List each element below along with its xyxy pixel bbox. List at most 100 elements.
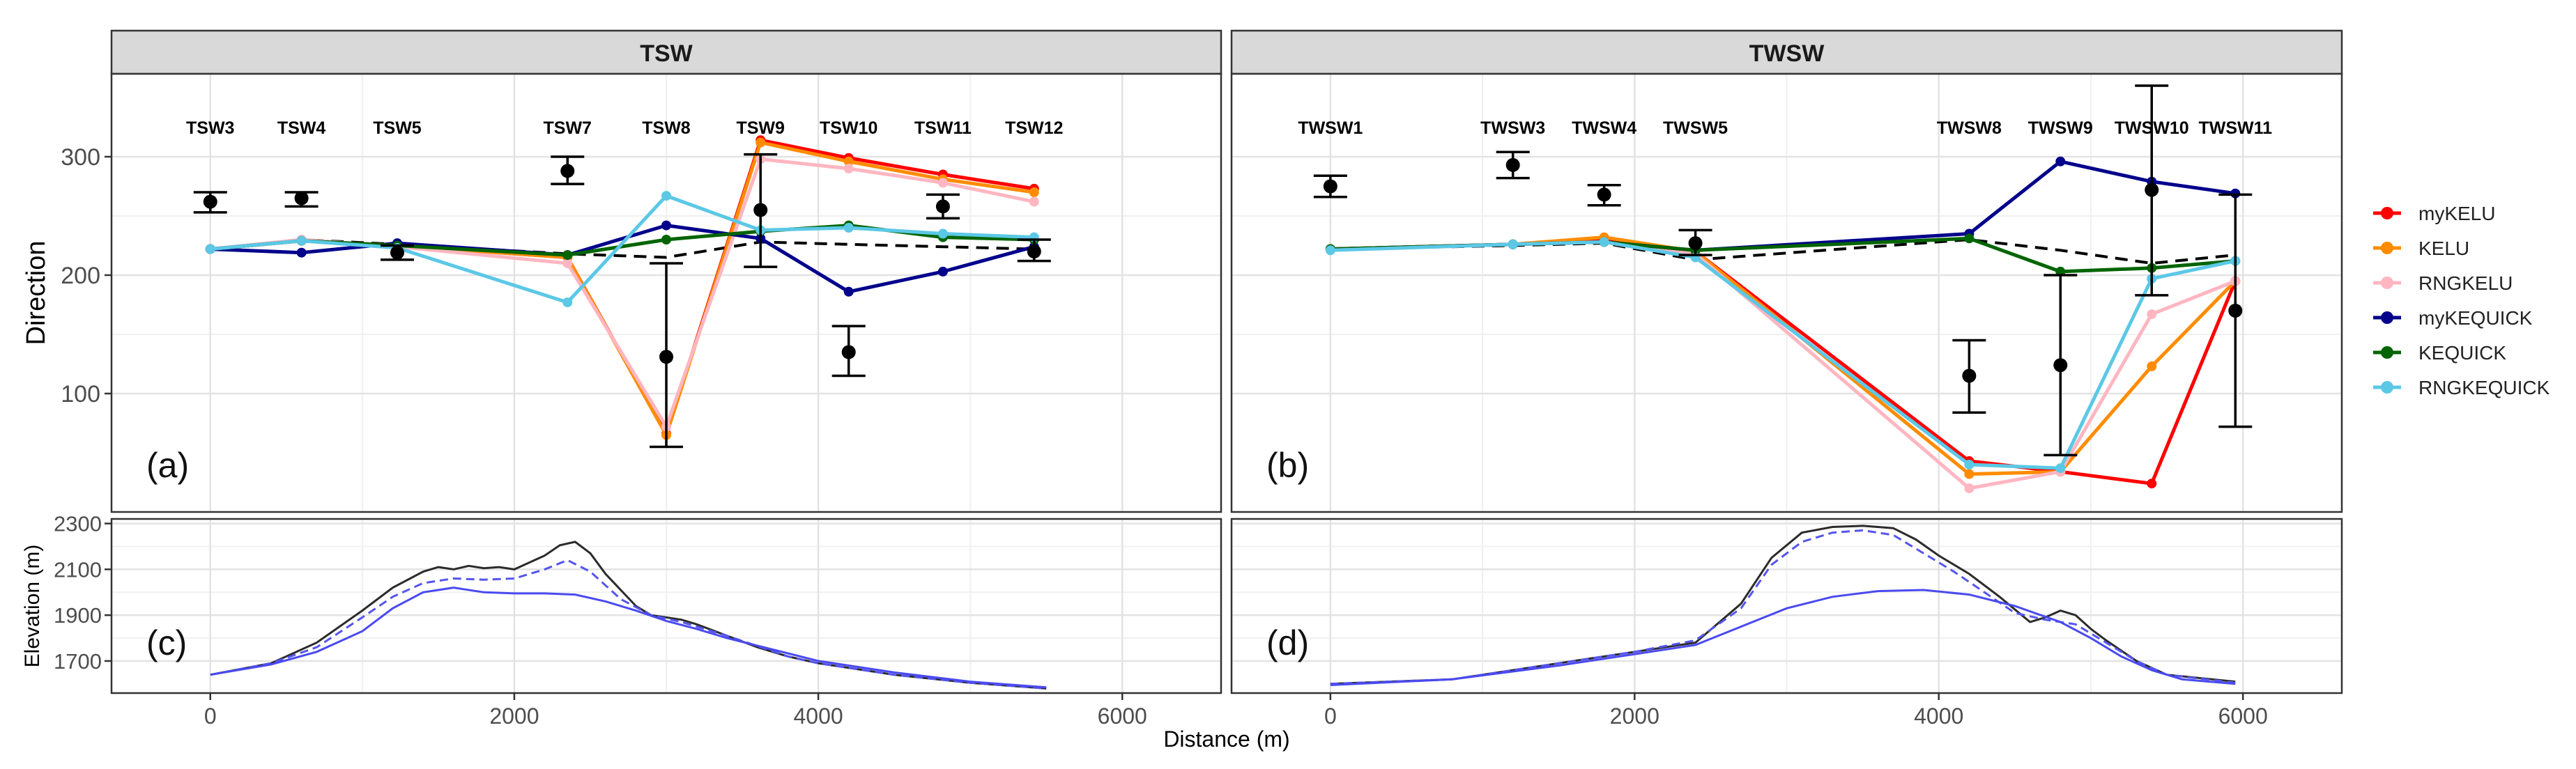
observation-point (2053, 358, 2068, 373)
series-point-mykequick (843, 286, 854, 297)
station-label: TWSW1 (1298, 118, 1363, 138)
station-label: TWSW11 (2198, 118, 2272, 138)
model-elevation-dashed-line (1330, 529, 2236, 685)
direction-panel-border (110, 72, 1222, 513)
y-axis-title: Elevation (m) (21, 545, 44, 668)
strip-label: TWSW (1749, 40, 1825, 67)
panel-tag: (d) (1266, 623, 1309, 662)
station-label: TSW3 (186, 118, 234, 138)
legend-label: myKELU (2418, 203, 2495, 224)
legend-key-point (2381, 277, 2393, 289)
legend-label: KELU (2418, 238, 2469, 259)
observation-point (753, 203, 768, 217)
observation-point (935, 199, 950, 214)
series-point-rngkelu (2147, 309, 2157, 320)
station-label: TSW7 (544, 118, 592, 138)
observation-point (294, 191, 309, 205)
station-label: TWSW4 (1572, 118, 1636, 138)
station-label: TSW5 (373, 118, 422, 138)
y-tick-label: 300 (61, 144, 100, 171)
observation-point (1323, 179, 1337, 194)
series-point-kelu (843, 156, 854, 166)
series-point-rngkelu (562, 258, 573, 268)
series-point-kequick (562, 250, 573, 261)
legend-key-point (2381, 207, 2393, 219)
series-point-rngkelu (1964, 483, 1975, 493)
y-tick-label: 2100 (54, 557, 102, 582)
y-tick-label: 1900 (54, 603, 102, 628)
x-tick-label: 4000 (793, 704, 843, 729)
station-label: TWSW8 (1937, 118, 2002, 138)
station-label: TSW8 (642, 118, 691, 138)
series-point-rngkelu (937, 178, 948, 188)
panel-tag: (a) (146, 446, 189, 485)
observation-point (659, 350, 673, 364)
series-point-kelu (1964, 469, 1975, 479)
observation-point (2228, 304, 2243, 318)
series-point-mykequick (2055, 156, 2066, 166)
y-tick-label: 200 (61, 263, 100, 289)
elevation-panel-border (110, 518, 1222, 694)
observation-point (1027, 244, 1041, 258)
series-point-rngkelu (1029, 196, 1039, 207)
observation-point (841, 345, 856, 359)
series-point-rngkelu (843, 164, 854, 173)
legend-key-point (2381, 242, 2393, 254)
station-label: TWSW5 (1663, 118, 1728, 138)
y-tick-label: 1700 (54, 649, 102, 674)
series-point-rngkequick (843, 223, 854, 233)
station-label: TSW10 (820, 118, 877, 138)
legend-label: myKEQUICK (2418, 307, 2533, 329)
x-tick-label: 2000 (489, 704, 539, 729)
x-tick-label: 0 (1324, 704, 1337, 729)
strip-label: TSW (640, 40, 693, 67)
x-tick-label: 6000 (1098, 704, 1147, 729)
panel-tag: (b) (1266, 446, 1309, 485)
series-point-rngkequick (1599, 237, 1609, 247)
observation-point (390, 245, 404, 260)
observation-point (1505, 157, 1520, 172)
series-point-kelu (1029, 187, 1039, 197)
series-point-mykequick (296, 247, 307, 258)
legend-label: KEQUICK (2418, 342, 2506, 364)
observation-point (2145, 182, 2159, 197)
x-axis-title: Distance (m) (1163, 727, 1289, 752)
observation-point (1688, 236, 1703, 251)
terrain-line (1330, 525, 2236, 685)
series-point-kequick (1964, 233, 1975, 244)
series-point-kequick (661, 235, 671, 244)
series-point-rngkequick (661, 191, 671, 201)
series-point-mykequick (937, 266, 948, 277)
series-point-rngkequick (1964, 460, 1975, 469)
series-line-rngkequick (1330, 240, 2236, 470)
terrain-line (210, 541, 1047, 690)
station-label: TWSW9 (2028, 118, 2093, 138)
series-point-rngkequick (937, 228, 948, 239)
series-point-mykelu (2147, 479, 2157, 489)
strip-tsw (110, 29, 1222, 75)
observation-point (560, 164, 575, 178)
x-tick-label: 6000 (2218, 704, 2268, 729)
panel-tag: (c) (146, 623, 187, 662)
series-point-mykequick (661, 220, 671, 231)
direction-panel-border (1230, 72, 2343, 513)
station-label: TWSW3 (1480, 118, 1545, 138)
series-point-kelu (2147, 361, 2157, 371)
station-label: TSW12 (1005, 118, 1063, 138)
elevation-panel-border (1230, 518, 2343, 694)
series-point-rngkequick (1325, 245, 1335, 256)
legend-label: RNGKELU (2418, 272, 2513, 294)
x-tick-label: 2000 (1610, 704, 1659, 729)
observation-point (1962, 368, 1977, 383)
x-tick-label: 4000 (1914, 704, 1963, 729)
series-point-rngkequick (2055, 463, 2066, 474)
series-point-rngkequick (296, 235, 307, 246)
series-point-kelu (756, 137, 766, 148)
model-elevation-solid-line (1330, 589, 2236, 686)
legend-key-point (2381, 346, 2393, 359)
y-tick-label: 100 (61, 381, 100, 407)
series-point-rngkequick (1508, 239, 1518, 249)
y-axis-title: Direction (22, 241, 51, 345)
station-label: TSW11 (914, 118, 972, 138)
